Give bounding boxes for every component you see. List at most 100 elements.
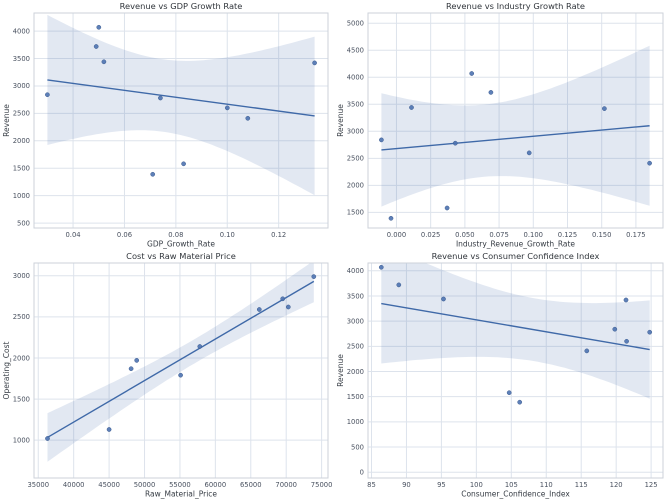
regression-line [381, 302, 650, 351]
x-axis-label: GDP_Growth_Rate [147, 240, 215, 249]
y-tick-label: 2000 [13, 137, 30, 145]
y-tick-label: 2000 [347, 182, 364, 190]
y-tick-label: 2000 [347, 368, 364, 376]
x-tick-label: 40000 [63, 481, 85, 489]
x-tick-label: 0.000 [387, 231, 406, 239]
subplot-revenue-vs-gdp: 0.04 0.06 0.08 0.10 0.12 500 1000 1500 2000 2500 3… [0, 0, 334, 250]
scatter-point [526, 150, 532, 156]
x-tick-label: 105 [505, 481, 518, 489]
x-tick-label: 0.075 [489, 231, 508, 239]
y-tick-label: 1500 [347, 393, 364, 401]
y-axis-label: Revenue [336, 354, 345, 387]
y-tick-label: 2000 [13, 354, 30, 362]
scatter-point [93, 44, 99, 49]
scatter-points [45, 24, 317, 177]
scatter-point [584, 348, 590, 354]
scatter-point [506, 390, 512, 396]
y-tick-label: 0 [360, 469, 364, 477]
scatter-point [197, 344, 203, 349]
y-tick-label: 3000 [347, 317, 364, 325]
scatter-point [45, 436, 50, 441]
scatter-point [647, 329, 653, 335]
scatter-point [150, 171, 156, 177]
x-tick-label: 0.125 [558, 231, 577, 239]
scatter-points [379, 71, 652, 221]
scatter-point [378, 264, 384, 270]
scatter-point [280, 296, 286, 302]
axis-tick-labels: 0.000 0.025 0.050 0.075 0.100 0.125 0.150 0.175… [347, 20, 646, 239]
y-tick-label: 500 [17, 219, 30, 227]
x-tick-label: 0.175 [626, 231, 645, 239]
confidence-band [47, 14, 315, 196]
y-tick-label: 4000 [347, 267, 364, 275]
y-tick-label: 2500 [13, 313, 30, 321]
subplot-revenue-vs-cci: 85 90 95 100 105 110 115 120 125 0 500 1000 1500 2000… [334, 250, 669, 500]
y-tick-label: 3500 [347, 292, 364, 300]
y-tick-label: 500 [351, 443, 364, 451]
plot-area [368, 263, 663, 478]
gridlines [34, 13, 328, 228]
scatter-point [134, 358, 140, 363]
scatter-point [224, 105, 230, 111]
scatter-point [178, 372, 183, 378]
scatter-point [444, 205, 450, 211]
scatter-point [488, 90, 494, 95]
x-tick-label: 120 [610, 481, 623, 489]
x-axis-label: Consumer_Confidence_Index [461, 490, 570, 499]
scatter-point [647, 160, 652, 166]
chart-revenue-vs-industry: 0.000 0.025 0.050 0.075 0.100 0.125 0.150 0.175… [336, 1, 664, 249]
chart-revenue-vs-gdp: 0.04 0.06 0.08 0.10 0.12 500 1000 1500 2000 2500 3… [2, 1, 329, 249]
x-tick-label: 125 [645, 481, 658, 489]
x-tick-label: 75000 [311, 481, 333, 489]
y-tick-label: 2500 [347, 155, 364, 163]
x-tick-label: 60000 [205, 481, 227, 489]
x-tick-label: 45000 [98, 481, 120, 489]
y-tick-label: 1000 [13, 192, 30, 200]
chart-cost-vs-raw-material: 35000 40000 45000 50000 55000 60000 65000 70000… [2, 251, 333, 499]
scatter-point [379, 137, 384, 143]
x-axis-label: Industry_Revenue_Growth_Rate [456, 240, 575, 249]
x-tick-label: 85 [367, 481, 376, 489]
x-tick-label: 95 [437, 481, 446, 489]
x-tick-label: 0.04 [65, 231, 80, 239]
scatter-point [312, 60, 317, 66]
y-tick-label: 4500 [347, 47, 364, 55]
scatter-point [285, 304, 291, 310]
gridlines [34, 263, 328, 478]
x-tick-label: 65000 [240, 481, 262, 489]
subplot-cost-vs-raw-material: 35000 40000 45000 50000 55000 60000 65000 70000… [0, 250, 334, 500]
x-tick-label: 35000 [27, 481, 49, 489]
x-tick-label: 0.08 [168, 231, 183, 239]
x-tick-label: 0.12 [271, 231, 286, 239]
chart-title: Cost vs Raw Material Price [126, 251, 236, 261]
scatter-point [624, 338, 629, 344]
scatter-point [45, 92, 50, 98]
plot-spines [367, 12, 664, 229]
chart-title: Revenue vs Consumer Confidence Index [432, 251, 600, 261]
confidence-band [381, 45, 650, 207]
x-tick-label: 0.025 [421, 231, 440, 239]
plot-spines [33, 12, 329, 229]
scatter-point [396, 282, 402, 288]
scatter-point [101, 59, 107, 65]
y-axis-label: Revenue [336, 104, 345, 137]
x-axis-label: Raw_Material_Price [145, 490, 217, 499]
scatter-point [452, 140, 458, 146]
y-tick-label: 1000 [13, 436, 30, 444]
regression-line [381, 125, 650, 151]
gridlines [368, 13, 663, 228]
chart-revenue-vs-cci: 85 90 95 100 105 110 115 120 125 0 500 1000 1500 2000… [336, 251, 664, 499]
y-tick-label: 4000 [13, 27, 30, 35]
scatter-point [128, 366, 134, 372]
scatter-point [311, 274, 317, 279]
scatter-point [469, 71, 475, 76]
gridlines [368, 263, 663, 478]
axis-tick-labels: 35000 40000 45000 50000 55000 60000 65000 70000… [13, 272, 333, 489]
axis-tick-labels: 0.04 0.06 0.08 0.10 0.12 500 1000 1500 2000 2500 3… [13, 27, 287, 239]
chart-title: Revenue vs GDP Growth Rate [120, 1, 243, 11]
scatter-point [623, 297, 629, 303]
scatter-point [602, 106, 607, 111]
plot-spines [33, 262, 329, 479]
scatter-point [388, 215, 394, 221]
